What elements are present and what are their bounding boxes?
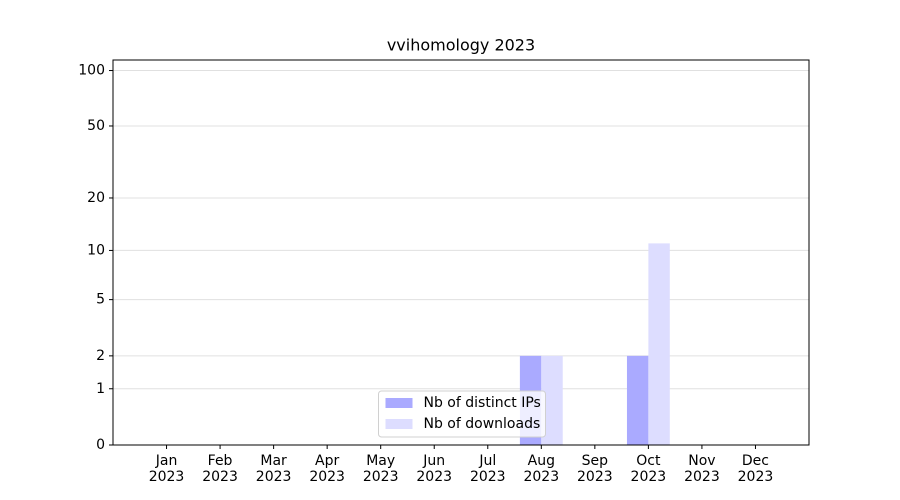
plot-frame xyxy=(112,59,810,446)
x-tick-label: Apr 2023 xyxy=(309,453,345,485)
x-tick-label: Aug 2023 xyxy=(523,453,560,485)
y-tick-label: 0 xyxy=(96,437,105,453)
y-tick-label: 1 xyxy=(96,381,105,397)
bar xyxy=(626,355,649,445)
x-tick-label: Mar 2023 xyxy=(255,453,292,485)
chart-title: vvihomology 2023 xyxy=(387,36,535,55)
y-tick-label: 20 xyxy=(87,190,105,206)
y-tick-label: 50 xyxy=(87,118,105,134)
x-tick-label: Nov 2023 xyxy=(684,453,720,485)
legend-swatch xyxy=(385,398,413,408)
legend-box xyxy=(378,390,546,438)
legend-label: Nb of downloads xyxy=(424,416,541,432)
x-tick-label: Jul 2023 xyxy=(469,453,506,485)
legend-swatch xyxy=(385,419,413,429)
x-tick-label: May 2023 xyxy=(362,453,399,485)
x-tick-label: Sep 2023 xyxy=(577,453,613,485)
x-tick-label: Oct 2023 xyxy=(630,453,667,485)
y-tick-label: 2 xyxy=(96,348,105,364)
x-tick-label: Dec 2023 xyxy=(737,453,774,485)
legend-label: Nb of distinct IPs xyxy=(424,395,541,411)
y-tick-label: 10 xyxy=(87,242,105,258)
x-tick-label: Feb 2023 xyxy=(202,453,238,485)
x-tick-label: Jan 2023 xyxy=(148,453,185,485)
y-tick-label: 100 xyxy=(78,63,105,79)
x-tick-label: Jun 2023 xyxy=(416,453,453,485)
bar xyxy=(541,355,563,445)
bar xyxy=(648,243,670,445)
grid xyxy=(113,70,809,446)
y-tick-label: 5 xyxy=(96,292,105,308)
